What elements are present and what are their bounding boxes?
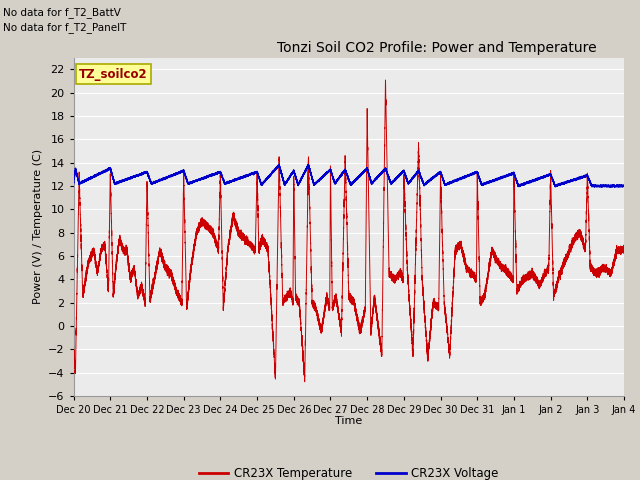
Text: TZ_soilco2: TZ_soilco2 <box>79 68 148 81</box>
Legend: CR23X Temperature, CR23X Voltage: CR23X Temperature, CR23X Voltage <box>194 462 504 480</box>
Y-axis label: Power (V) / Temperature (C): Power (V) / Temperature (C) <box>33 149 42 304</box>
Text: No data for f_T2_PanelT: No data for f_T2_PanelT <box>3 22 127 33</box>
X-axis label: Time: Time <box>335 417 362 426</box>
Text: No data for f_T2_BattV: No data for f_T2_BattV <box>3 7 121 18</box>
Text: Tonzi Soil CO2 Profile: Power and Temperature: Tonzi Soil CO2 Profile: Power and Temper… <box>277 41 596 55</box>
